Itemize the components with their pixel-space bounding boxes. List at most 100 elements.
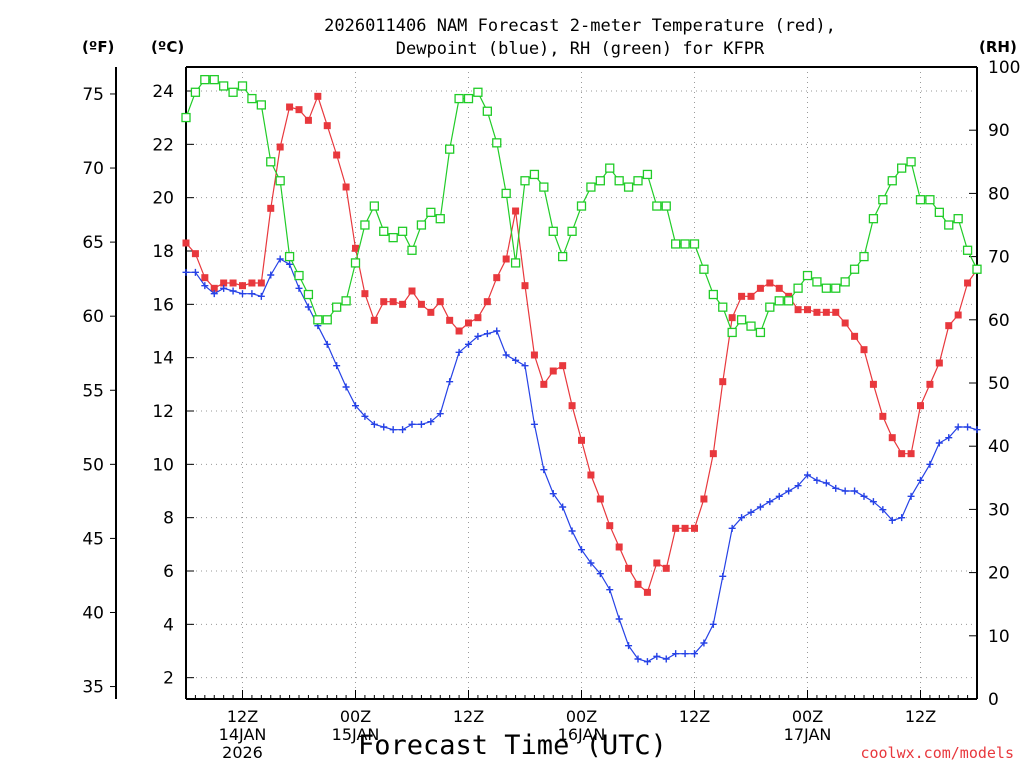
temperature-point [568,402,576,410]
dewpoint-point [248,290,256,298]
dewpoint-point [907,492,915,500]
rh-point [868,214,879,224]
rh-point [633,176,643,186]
temperature-point [210,284,218,292]
dewpoint-point [643,658,651,666]
dewpoint-point [521,362,529,370]
dewpoint-point [945,434,953,442]
temperature-point [333,151,341,159]
dewpoint-point [804,471,811,479]
celsius-tick-label: 18 [152,242,174,262]
dewpoint-point [502,351,510,359]
dewpoint-point [568,527,576,535]
rh-tick-label: 50 [988,374,1010,394]
axes-layer: 2468101214161820222435404550556065707501… [82,58,1020,762]
dewpoint-point [512,356,520,364]
temperature-point [860,346,868,354]
temperature-point [361,290,369,298]
temperature-point [182,239,190,247]
x-tick-label: 12Z [905,707,936,726]
dewpoint-point [888,516,896,524]
temperature-point [493,274,501,282]
temperature-point [295,106,303,114]
x-tick-label: 00Z [566,707,597,726]
temperature-point [709,450,717,458]
temperature-point [465,319,472,327]
chart-title-line-1: 2026011406 NAM Forecast 2-meter Temperat… [324,16,836,36]
rh-point [548,226,558,236]
rh-point [727,327,737,338]
rh-point [821,283,831,293]
dewpoint-point [323,340,331,348]
dewpoint-point [210,290,218,298]
dewpoint-point [973,426,981,434]
dewpoint-point [747,508,755,516]
temperature-point [380,298,388,306]
rh-point [708,289,718,300]
temperature-point [530,351,538,359]
dewpoint-point [220,284,228,292]
dewpoint-point [672,650,680,658]
temperature-point [427,308,435,316]
credit-link[interactable]: coolwx.com/models [860,744,1014,762]
x-axis-title: Forecast Time (UTC) [358,730,667,761]
fahrenheit-tick-label: 45 [82,529,104,549]
dewpoint-point [408,420,416,428]
rh-point [275,176,285,186]
x-tick-label: 16JAN [558,725,606,744]
x-tick-label: 15JAN [332,725,380,744]
dewpoint-point [474,332,482,340]
dewpoint-point [662,655,670,663]
dewpoint-point [935,439,943,447]
celsius-axis-unit: (ºC) [151,38,185,56]
dewpoint-point [926,460,934,468]
rh-tick-label: 10 [988,627,1010,647]
dewpoint-point [333,362,341,370]
rh-point [953,214,963,224]
temperature-point [672,524,680,532]
rh-tick-label: 80 [988,184,1010,204]
rh-point [878,195,888,205]
rh-point [360,220,370,230]
temperature-point [314,92,322,100]
dewpoint-point [869,498,877,506]
fahrenheit-tick-label: 35 [82,678,104,698]
dewpoint-point [681,650,689,658]
dewpoint-point [257,292,265,300]
dewpoint-point [756,503,764,511]
temperature-point [907,450,915,458]
temperature-point [276,143,284,151]
rh-point [944,220,954,230]
temperature-point [945,322,953,330]
temperature-point [926,380,934,388]
dewpoint-point [625,642,633,650]
rh-point [332,302,342,312]
temperature-point [304,116,312,124]
temperature-point [596,495,604,503]
fahrenheit-tick-label: 65 [82,233,104,253]
temperature-point [728,314,736,322]
temperature-point [455,327,463,335]
rh-point [322,315,332,325]
rh-point [435,214,445,224]
rh-point [388,232,398,243]
rh-point [416,220,427,230]
temperature-point [417,300,425,308]
x-tick-label: 2026 [222,743,263,762]
temperature-point [408,287,416,295]
dewpoint-point [427,418,435,426]
dewpoint-point [954,423,962,431]
dewpoint-point [860,492,868,500]
dewpoint-point [380,423,388,431]
rh-point [426,207,436,218]
temperature-point [191,250,199,258]
celsius-tick-label: 16 [152,295,174,315]
dewpoint-line [186,258,978,663]
rh-point [623,182,634,192]
rh-point [397,226,408,236]
rh-point [765,302,775,312]
dewpoint-point [615,615,623,623]
temperature-point [879,412,887,420]
temperature-point [832,308,840,316]
celsius-tick-label: 2 [163,669,174,689]
